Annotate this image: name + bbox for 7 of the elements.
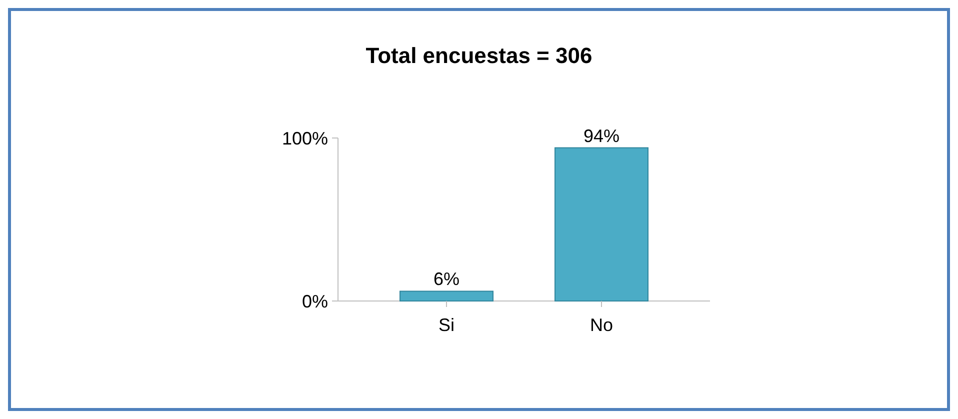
data-label: 94% bbox=[583, 126, 620, 146]
chart-title: Total encuestas = 306 bbox=[366, 43, 592, 68]
data-label: 6% bbox=[433, 269, 460, 290]
x-tick-label: No bbox=[590, 315, 614, 335]
y-tick-label: 0% bbox=[302, 291, 328, 312]
x-tick-label: Si bbox=[438, 315, 455, 335]
y-tick-label: 100% bbox=[282, 128, 328, 148]
